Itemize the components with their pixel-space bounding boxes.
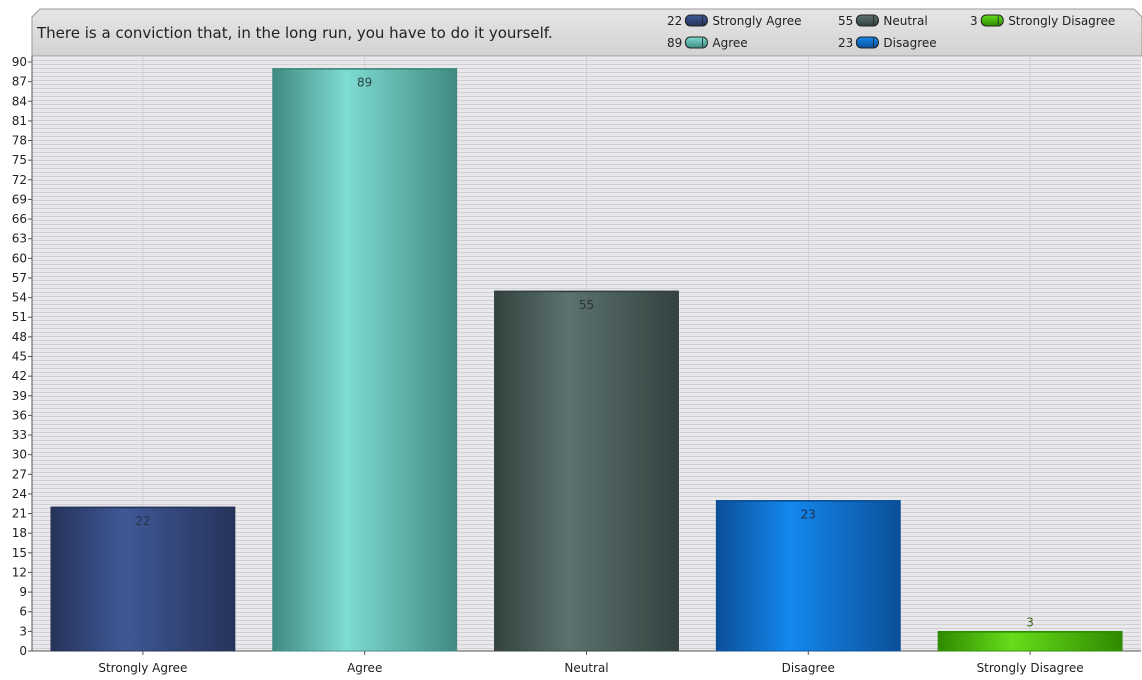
y-tick-label-18: 18 bbox=[12, 526, 27, 540]
legend-count: 23 bbox=[838, 36, 853, 50]
legend-item-agree: 89 Agree bbox=[667, 36, 748, 50]
y-tick-label-24: 24 bbox=[12, 487, 27, 501]
legend-count: 55 bbox=[838, 14, 853, 28]
x-tick-label-strongly-agree: Strongly Agree bbox=[98, 661, 187, 675]
y-tick-label-21: 21 bbox=[12, 507, 27, 521]
y-tick-label-87: 87 bbox=[12, 75, 27, 89]
legend-item-strongly-agree: 22 Strongly Agree bbox=[667, 14, 801, 28]
bar-neutral bbox=[494, 290, 679, 652]
legend-label: Strongly Agree bbox=[712, 14, 801, 28]
data-label-strongly-disagree: 3 bbox=[1026, 615, 1034, 629]
y-tick-label-84: 84 bbox=[12, 94, 27, 108]
y-tick-label-63: 63 bbox=[12, 232, 27, 246]
legend-swatch bbox=[855, 36, 879, 49]
legend-swatch bbox=[855, 14, 879, 27]
y-tick-label-60: 60 bbox=[12, 251, 27, 265]
y-tick-label-6: 6 bbox=[19, 605, 27, 619]
y-tick-label-78: 78 bbox=[12, 134, 27, 148]
bars: 22 89 55 23 3 bbox=[50, 68, 1123, 652]
y-tick-label-0: 0 bbox=[19, 644, 27, 658]
legend-swatch bbox=[980, 14, 1004, 27]
chart-title: There is a conviction that, in the long … bbox=[36, 24, 553, 42]
bar-disagree bbox=[715, 500, 901, 652]
legend-swatch bbox=[684, 14, 708, 27]
x-axis-labels: Strongly Agree Agree Neutral Disagree Strong… bbox=[98, 651, 1084, 675]
y-tick-label-57: 57 bbox=[12, 271, 27, 285]
y-tick-label-42: 42 bbox=[12, 369, 27, 383]
legend-label: Strongly Disagree bbox=[1008, 14, 1115, 28]
legend-label: Neutral bbox=[883, 14, 927, 28]
legend-count: 3 bbox=[970, 14, 978, 28]
data-label-neutral: 55 bbox=[579, 298, 594, 312]
legend: 22 Strongly Agree 89 Agree 55 Neutral 23 Disagr… bbox=[667, 14, 1115, 50]
y-tick-label-12: 12 bbox=[12, 565, 27, 579]
legend-count: 22 bbox=[667, 14, 682, 28]
y-tick-label-66: 66 bbox=[12, 212, 27, 226]
data-label-strongly-agree: 22 bbox=[135, 514, 150, 528]
legend-swatch bbox=[684, 36, 708, 49]
legend-item-strongly-disagree: 3 Strongly Disagree bbox=[970, 14, 1115, 28]
y-tick-label-69: 69 bbox=[12, 192, 27, 206]
data-label-disagree: 23 bbox=[801, 507, 816, 521]
y-tick-label-72: 72 bbox=[12, 173, 27, 187]
x-tick-label-neutral: Neutral bbox=[564, 661, 608, 675]
legend-label: Disagree bbox=[883, 36, 936, 50]
x-tick-label-strongly-disagree: Strongly Disagree bbox=[977, 661, 1084, 675]
y-tick-label-9: 9 bbox=[19, 585, 27, 599]
y-tick-label-90: 90 bbox=[12, 55, 27, 69]
x-tick-label-disagree: Disagree bbox=[782, 661, 835, 675]
legend-item-disagree: 23 Disagree bbox=[838, 36, 937, 50]
y-tick-label-75: 75 bbox=[12, 153, 27, 167]
bar-strongly-agree bbox=[50, 506, 236, 652]
y-tick-label-81: 81 bbox=[12, 114, 27, 128]
y-tick-label-48: 48 bbox=[12, 330, 27, 344]
y-tick-label-36: 36 bbox=[12, 408, 27, 422]
y-tick-label-3: 3 bbox=[19, 624, 27, 638]
y-tick-label-45: 45 bbox=[12, 350, 27, 364]
y-tick-label-33: 33 bbox=[12, 428, 27, 442]
y-tick-label-39: 39 bbox=[12, 389, 27, 403]
y-tick-label-51: 51 bbox=[12, 310, 27, 324]
y-tick-label-15: 15 bbox=[12, 546, 27, 560]
legend-label: Agree bbox=[712, 36, 747, 50]
legend-item-neutral: 55 Neutral bbox=[838, 14, 928, 28]
y-tick-label-54: 54 bbox=[12, 291, 27, 305]
legend-count: 89 bbox=[667, 36, 682, 50]
y-tick-label-30: 30 bbox=[12, 448, 27, 462]
x-tick-label-agree: Agree bbox=[347, 661, 382, 675]
y-axis-ticks: 0369121518212427303336394245485154576063… bbox=[12, 55, 32, 658]
y-tick-label-27: 27 bbox=[12, 467, 27, 481]
data-label-agree: 89 bbox=[357, 76, 372, 90]
bar-agree bbox=[272, 68, 458, 652]
bar-strongly-disagree bbox=[937, 630, 1123, 652]
